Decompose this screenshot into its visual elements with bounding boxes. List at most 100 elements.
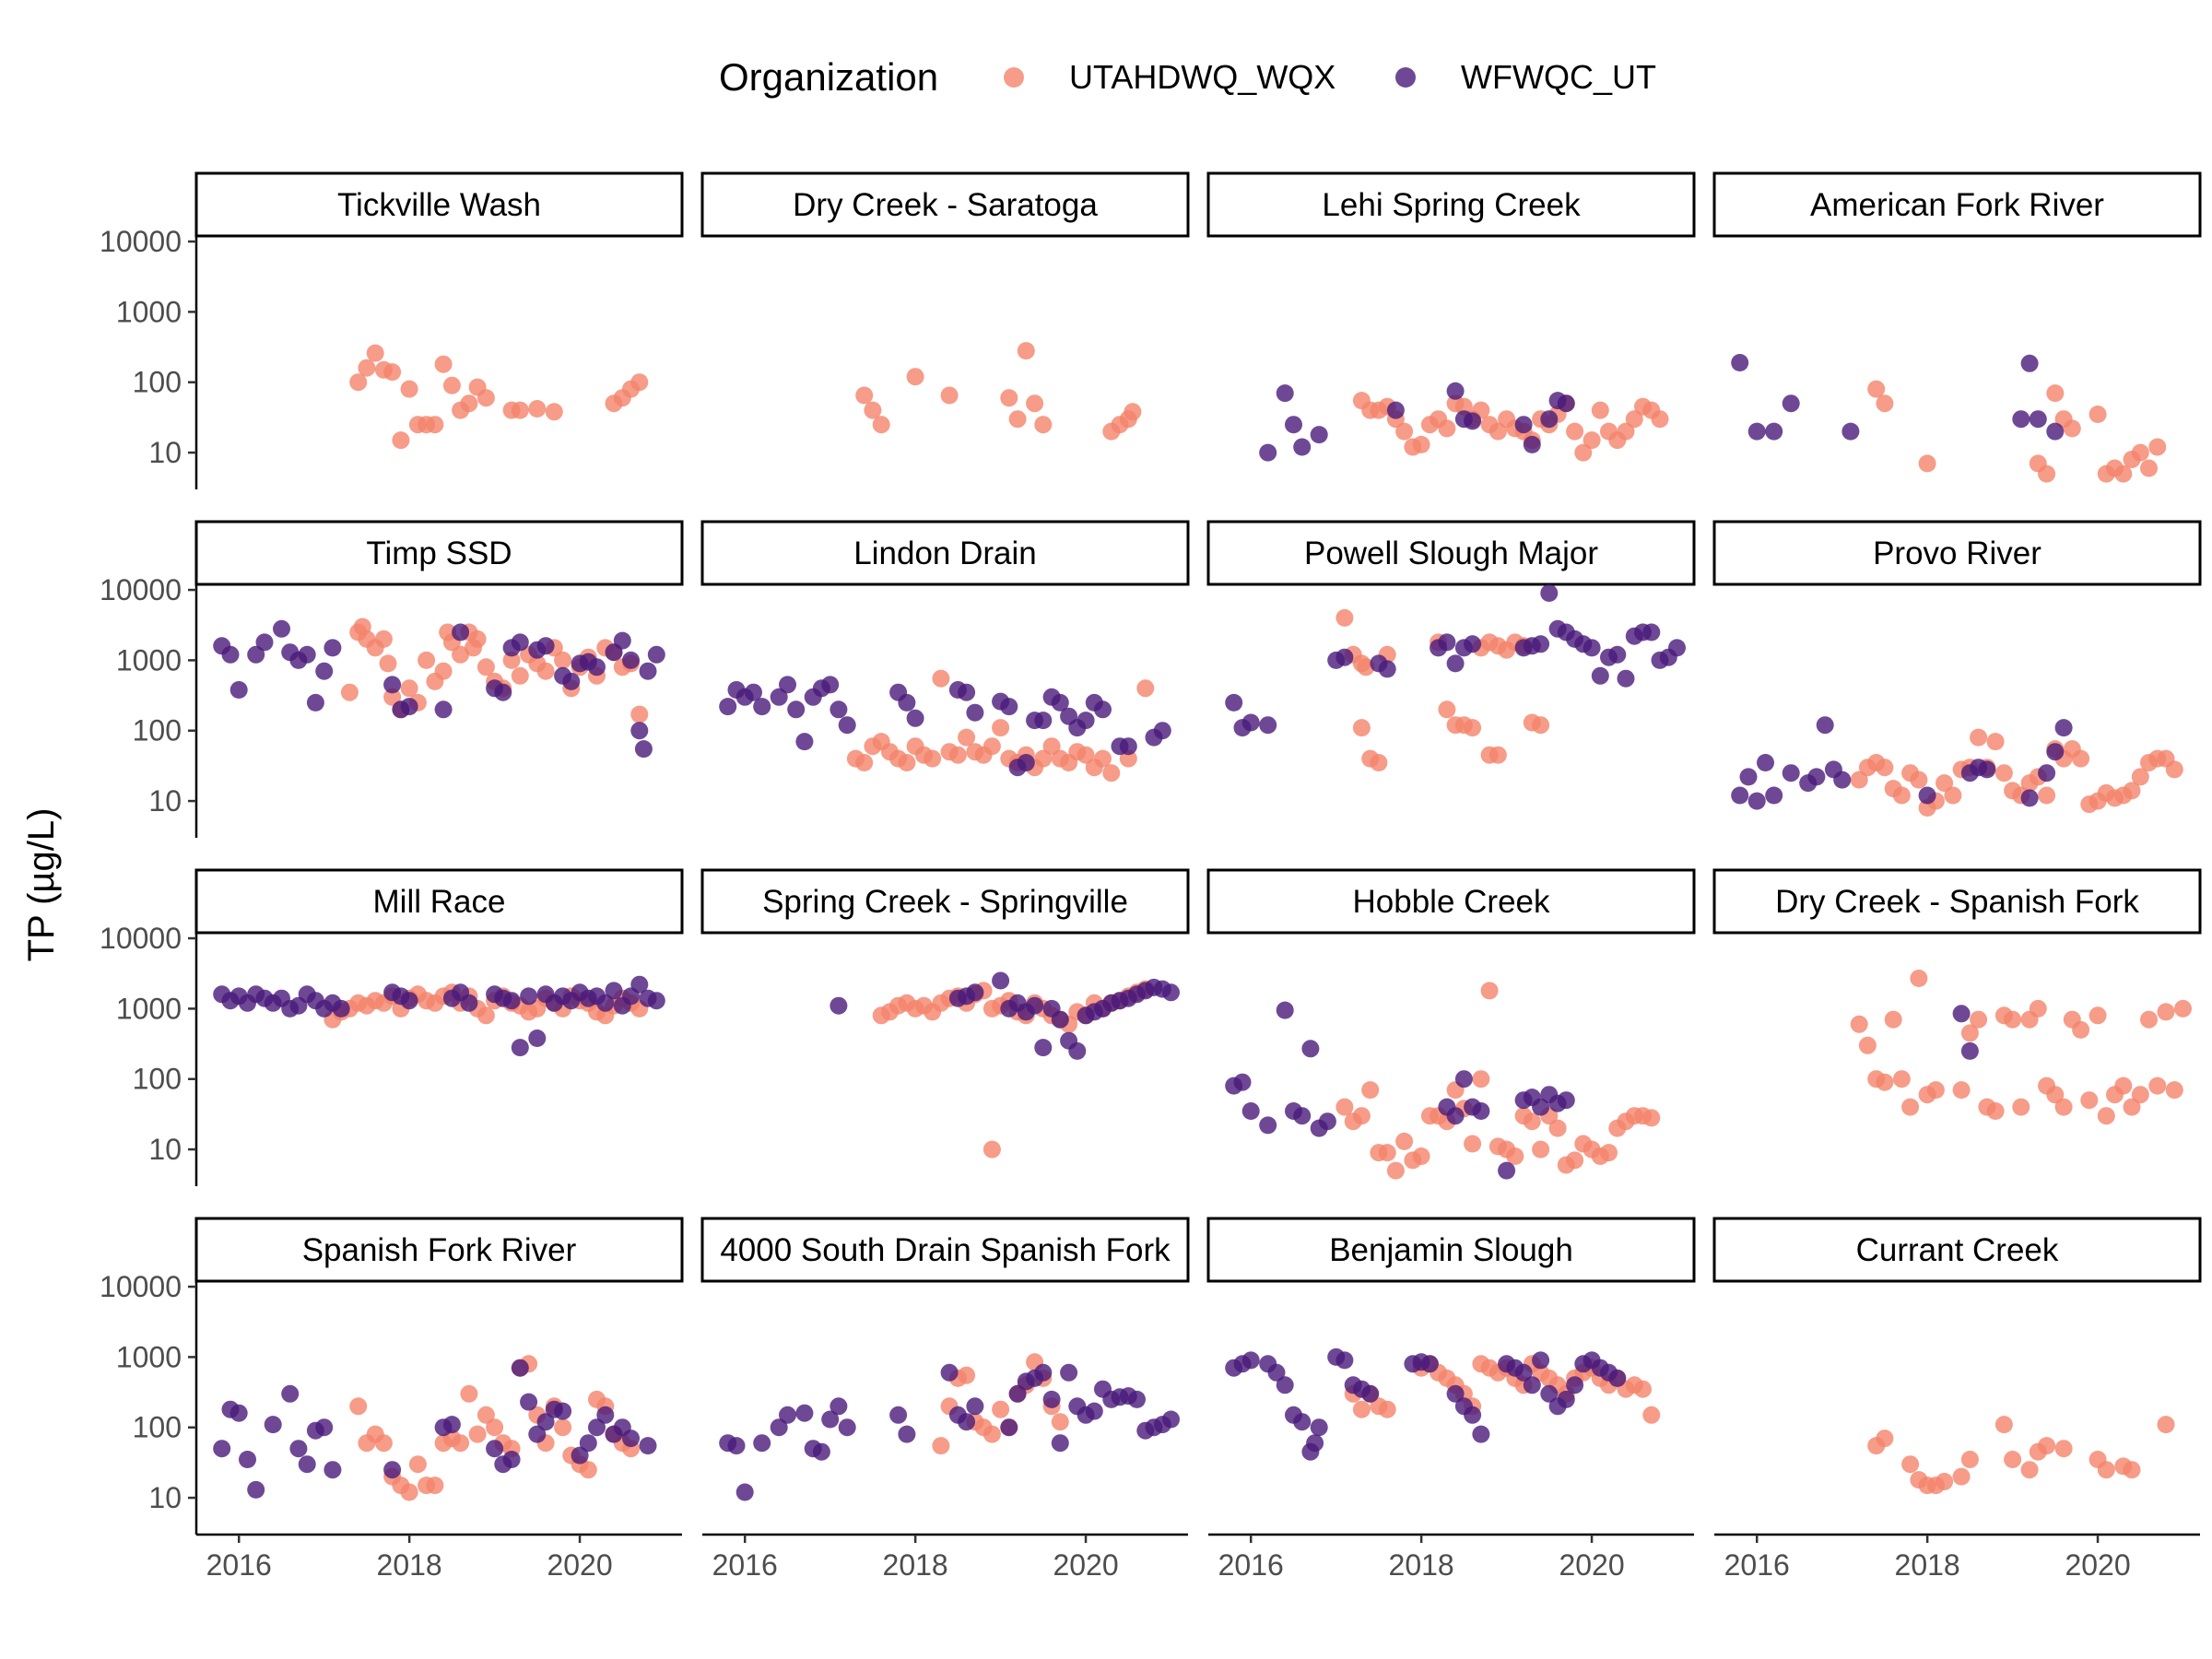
point-wfwqc — [1094, 700, 1112, 719]
y-tick-label: 1000 — [116, 992, 182, 1025]
point-utahdwq — [2157, 1003, 2175, 1021]
point-utahdwq — [2004, 1010, 2022, 1029]
point-utahdwq — [1335, 608, 1354, 627]
facet-points — [213, 618, 665, 759]
facet-points — [719, 669, 1171, 782]
point-utahdwq — [579, 1461, 597, 1479]
point-wfwqc — [1276, 1376, 1294, 1394]
point-utahdwq — [1960, 1024, 1979, 1042]
point-wfwqc — [229, 1404, 248, 1422]
point-utahdwq — [855, 386, 874, 405]
point-utahdwq — [1642, 1109, 1661, 1127]
y-tick-label: 10000 — [100, 922, 182, 955]
point-wfwqc — [588, 1418, 606, 1437]
x-tick-label: 2016 — [712, 1548, 778, 1582]
point-wfwqc — [502, 1451, 521, 1468]
point-wfwqc — [511, 1359, 529, 1377]
point-utahdwq — [1994, 764, 2013, 782]
point-wfwqc — [1472, 1102, 1490, 1120]
y-tick-label: 100 — [133, 1411, 182, 1444]
point-wfwqc — [2038, 764, 2056, 782]
point-utahdwq — [1077, 746, 1095, 764]
point-wfwqc — [1051, 693, 1069, 712]
point-wfwqc — [1162, 983, 1180, 1002]
point-wfwqc — [1446, 1384, 1465, 1403]
x-tick-label: 2018 — [377, 1548, 442, 1582]
facet-panel: Dry Creek - Saratoga — [700, 171, 1190, 441]
facet-strip — [1712, 171, 2202, 238]
point-utahdwq — [2148, 438, 2167, 456]
point-wfwqc — [1816, 716, 1834, 735]
point-wfwqc — [1259, 716, 1277, 735]
point-wfwqc — [1060, 1363, 1078, 1382]
point-wfwqc — [1739, 768, 1758, 786]
y-tick-label: 10000 — [100, 573, 182, 606]
point-utahdwq — [1361, 1081, 1380, 1100]
point-wfwqc — [1540, 584, 1559, 602]
point-wfwqc — [452, 623, 470, 641]
point-utahdwq — [400, 1483, 418, 1501]
point-wfwqc — [906, 709, 924, 727]
point-wfwqc — [1731, 786, 1749, 805]
point-wfwqc — [298, 1455, 316, 1474]
point-wfwqc — [753, 698, 771, 716]
y-tick-label: 100 — [133, 1063, 182, 1096]
point-wfwqc — [400, 992, 418, 1010]
point-wfwqc — [1068, 1041, 1087, 1060]
point-utahdwq — [1488, 746, 1507, 764]
point-utahdwq — [855, 754, 874, 771]
point-utahdwq — [2123, 1098, 2141, 1116]
facet-points — [1225, 982, 1661, 1180]
point-wfwqc — [605, 982, 623, 1000]
facet-points — [830, 971, 1180, 1159]
point-utahdwq — [366, 344, 384, 362]
facet-panel: Powell Slough Major — [1206, 520, 1696, 771]
point-utahdwq — [1488, 422, 1507, 441]
point-utahdwq — [2038, 465, 2056, 483]
point-utahdwq — [906, 368, 924, 386]
facet-title: Dry Creek - Saratoga — [793, 187, 1098, 223]
point-utahdwq — [1386, 1161, 1405, 1180]
point-utahdwq — [2046, 1086, 2065, 1104]
point-wfwqc — [830, 996, 848, 1015]
point-utahdwq — [924, 749, 942, 768]
point-wfwqc — [1293, 1107, 1312, 1125]
point-wfwqc — [1765, 422, 1783, 441]
point-wfwqc — [1540, 410, 1559, 429]
facet-title: Dry Creek - Spanish Fork — [1775, 884, 2139, 920]
point-utahdwq — [898, 754, 916, 771]
point-utahdwq — [2123, 782, 2141, 800]
point-wfwqc — [494, 683, 512, 701]
point-wfwqc — [2029, 410, 2047, 429]
x-tick-label: 2018 — [1389, 1548, 1454, 1582]
point-utahdwq — [2029, 999, 2047, 1018]
facet-strip — [1712, 520, 2202, 586]
point-wfwqc — [647, 992, 665, 1010]
facet-points — [1731, 716, 2183, 817]
point-utahdwq — [477, 658, 495, 677]
point-utahdwq — [2088, 406, 2107, 423]
facet-panel: Spanish Fork River 10 100 1000 10000 2016 2018… — [100, 1217, 684, 1582]
point-utahdwq — [1910, 771, 1928, 789]
point-utahdwq — [1370, 754, 1388, 771]
point-utahdwq — [536, 662, 555, 680]
point-utahdwq — [340, 683, 359, 701]
point-utahdwq — [630, 373, 649, 392]
point-utahdwq — [1464, 719, 1482, 737]
point-wfwqc — [2046, 743, 2065, 761]
facet-points — [1867, 1416, 2175, 1495]
point-wfwqc — [958, 683, 976, 701]
point-wfwqc — [511, 1039, 529, 1057]
point-utahdwq — [2165, 1081, 2183, 1100]
point-utahdwq — [1480, 982, 1499, 1000]
y-tick-label: 10 — [148, 1481, 182, 1514]
x-tick-label: 2016 — [1724, 1548, 1790, 1582]
facet-panel: Mill Race 10 100 1000 10000 — [100, 868, 684, 1186]
point-wfwqc — [298, 645, 316, 664]
point-wfwqc — [1960, 1041, 1979, 1060]
point-utahdwq — [1867, 380, 1886, 398]
point-utahdwq — [1936, 774, 1954, 793]
point-utahdwq — [992, 719, 1010, 737]
point-utahdwq — [1876, 759, 1894, 777]
point-wfwqc — [1378, 660, 1396, 678]
